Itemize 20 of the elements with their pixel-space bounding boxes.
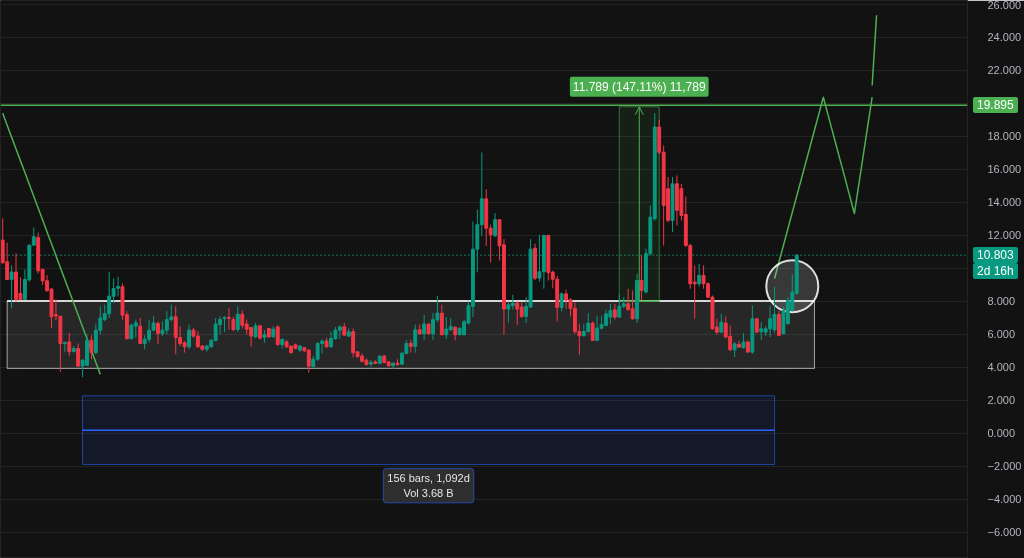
text: 156 bars, 1,092d Vol 3.68 B [387,472,470,499]
y-tick-label: 24.000 [987,31,1022,44]
text: 2d 16h [973,262,1018,279]
ref-line-label: 10.803 [973,246,1018,263]
y-tick-label: 26.000 [987,0,1022,11]
ref-line-label: 19.895 [973,96,1018,113]
y-tick-label: −2.000 [987,460,1022,473]
y-tick-label: 4.000 [987,361,1016,374]
y-tick-label: 16.000 [987,163,1022,176]
y-tick-label: 22.000 [987,64,1022,77]
y-tick-label: 8.000 [987,295,1016,308]
y-tick-label: −4.000 [987,493,1022,506]
y-tick-label: 2.000 [987,394,1016,407]
y-tick-label: 12.000 [987,229,1022,242]
y-tick-label: −6.000 [987,526,1022,539]
text: 11.789 (147.11%) 11,789 [572,79,706,94]
y-tick-label: 14.000 [987,196,1022,209]
y-tick-label: 0.000 [987,427,1016,440]
y-tick-label: 18.000 [987,130,1022,143]
y-tick-label: 6.000 [987,328,1016,341]
